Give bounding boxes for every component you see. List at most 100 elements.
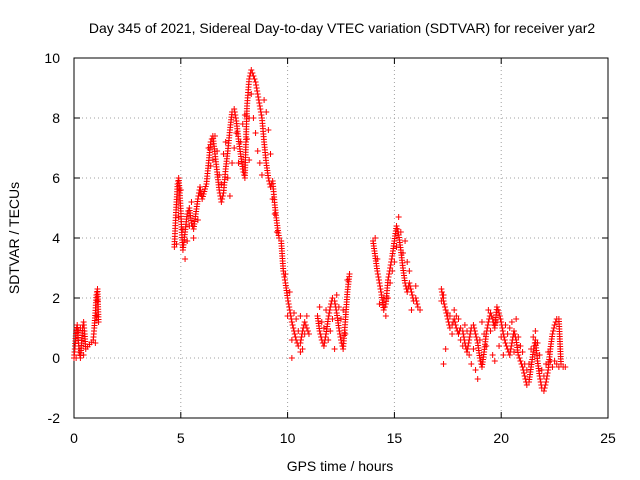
- data-point: [541, 385, 548, 391]
- data-point: [256, 100, 263, 106]
- data-point: [329, 316, 336, 322]
- data-point: [413, 298, 420, 304]
- data-point: [323, 307, 330, 313]
- data-point: [388, 256, 395, 262]
- data-point: [380, 307, 387, 313]
- data-point: [474, 376, 481, 382]
- data-point: [465, 343, 472, 349]
- chart-title: Day 345 of 2021, Sidereal Day-to-day VTE…: [89, 20, 595, 36]
- data-point: [460, 334, 467, 340]
- data-point: [231, 145, 238, 151]
- data-point: [476, 355, 483, 361]
- data-point: [258, 172, 265, 178]
- data-point: [288, 355, 295, 361]
- data-point: [500, 352, 507, 358]
- data-point: [297, 337, 304, 343]
- data-point: [73, 355, 80, 361]
- data-point: [467, 331, 474, 337]
- data-point: [528, 346, 535, 352]
- data-point: [549, 364, 556, 370]
- data-point: [285, 301, 292, 307]
- data-point: [374, 268, 381, 274]
- data-point: [502, 340, 509, 346]
- data-point: [488, 313, 495, 319]
- data-point: [551, 322, 558, 328]
- data-point: [446, 313, 453, 319]
- tick-labels: 0 5 10 15 20 25 -2 0 2 4 6 8 10: [44, 50, 616, 446]
- data-point: [376, 280, 383, 286]
- data-point: [177, 187, 184, 193]
- data-point: [188, 199, 195, 205]
- data-point: [408, 307, 415, 313]
- data-point: [333, 292, 340, 298]
- data-point: [253, 85, 260, 91]
- data-point: [525, 361, 532, 367]
- data-point: [346, 271, 353, 277]
- data-point: [255, 97, 262, 103]
- data-point: [374, 256, 381, 262]
- data-point: [417, 307, 424, 313]
- data-point: [409, 292, 416, 298]
- data-point: [404, 259, 411, 265]
- data-point: [207, 163, 214, 169]
- data-point: [440, 361, 447, 367]
- data-point: [184, 211, 191, 217]
- data-point: [550, 325, 557, 331]
- data-point: [337, 334, 344, 340]
- data-point: [209, 157, 216, 163]
- data-point: [326, 310, 333, 316]
- data-point: [205, 145, 212, 151]
- data-point: [506, 352, 513, 358]
- data-point: [325, 313, 332, 319]
- data-point: [543, 376, 550, 382]
- data-point: [472, 367, 479, 373]
- data-point: [540, 388, 547, 394]
- y-tick-label: 4: [52, 230, 60, 246]
- data-point: [220, 151, 227, 157]
- data-point: [451, 307, 458, 313]
- data-point: [455, 316, 462, 322]
- data-point: [476, 337, 483, 343]
- data-point: [378, 289, 385, 295]
- data-point: [320, 343, 327, 349]
- data-point: [562, 364, 569, 370]
- x-axis-label: GPS time / hours: [287, 458, 394, 474]
- data-point: [303, 313, 310, 319]
- data-point: [523, 367, 530, 373]
- data-point: [508, 343, 515, 349]
- data-point: [412, 283, 419, 289]
- data-point: [470, 322, 477, 328]
- data-point: [478, 319, 485, 325]
- data-point: [501, 337, 508, 343]
- data-point: [540, 373, 547, 379]
- data-point: [288, 337, 295, 343]
- data-point: [489, 316, 496, 322]
- data-point: [452, 322, 459, 328]
- data-point: [333, 307, 340, 313]
- data-point: [471, 328, 478, 334]
- data-point: [219, 196, 226, 202]
- data-point: [376, 283, 383, 289]
- data-point: [485, 307, 492, 313]
- data-point: [336, 331, 343, 337]
- data-point: [286, 304, 293, 310]
- data-point: [316, 304, 323, 310]
- data-point: [375, 274, 382, 280]
- data-point: [382, 313, 389, 319]
- data-point: [511, 331, 518, 337]
- data-point: [342, 331, 349, 337]
- data-point: [493, 319, 500, 325]
- data-point: [293, 316, 300, 322]
- data-point: [465, 340, 472, 346]
- data-point: [484, 325, 491, 331]
- data-point: [544, 370, 551, 376]
- data-point: [537, 379, 544, 385]
- data-point: [250, 115, 257, 121]
- data-point: [179, 226, 186, 232]
- data-point: [507, 346, 514, 352]
- data-point: [407, 286, 414, 292]
- data-point: [517, 343, 524, 349]
- data-point: [289, 322, 296, 328]
- data-point: [466, 352, 473, 358]
- data-point: [248, 67, 255, 73]
